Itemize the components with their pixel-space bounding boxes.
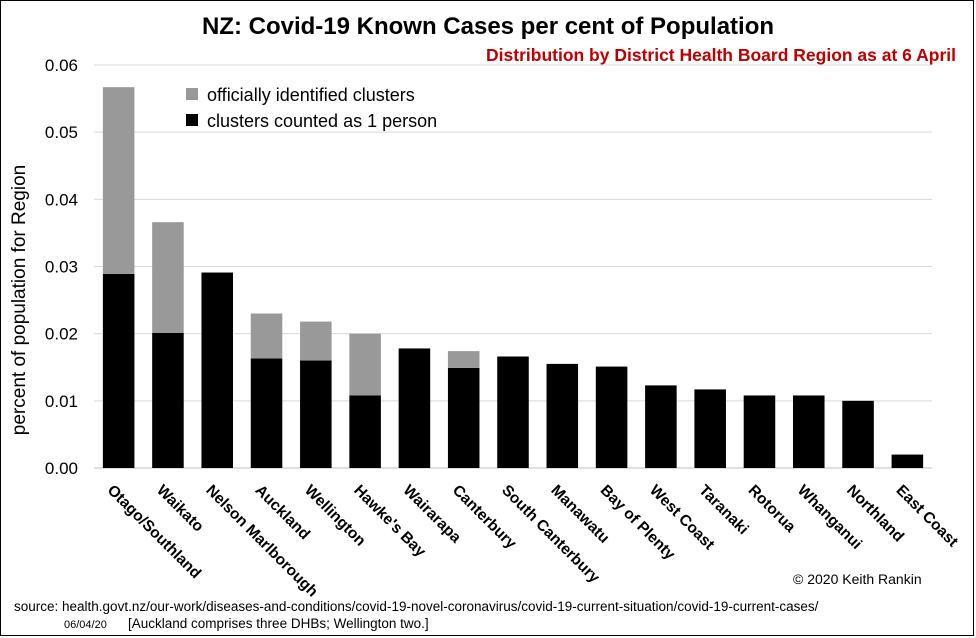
bar-segment — [447, 367, 480, 468]
bar-segment — [546, 363, 579, 468]
bar-segment — [349, 333, 381, 396]
y-tick-label: 0.02 — [45, 325, 78, 344]
bar-segment — [250, 358, 283, 468]
bar-segment — [595, 366, 628, 468]
y-tick-label: 0.05 — [45, 123, 78, 142]
category-label: Rotorua — [745, 482, 799, 536]
bar-segment — [694, 389, 726, 468]
category-label: East Coast — [893, 482, 962, 551]
legend-swatch-single — [186, 114, 198, 126]
category-label: Otago/Southland — [104, 482, 204, 582]
gridlines — [94, 64, 932, 469]
y-axis-label: percent of population for Region — [9, 165, 30, 435]
legend-swatch-clusters — [186, 88, 198, 100]
bar-segment — [842, 400, 874, 468]
chart-title: NZ: Covid-19 Known Cases per cent of Pop… — [202, 13, 774, 40]
y-tick-label: 0.00 — [45, 459, 78, 478]
legend: officially identified clusters clusters … — [186, 85, 437, 131]
bar-segment — [102, 273, 135, 468]
y-tick-label: 0.06 — [45, 56, 78, 75]
bar-segment — [102, 87, 135, 274]
copyright: © 2020 Keith Rankin — [793, 571, 922, 587]
bars — [102, 87, 924, 468]
y-tick-labels: 0.00 0.01 0.02 0.03 0.04 0.05 0.06 — [45, 56, 78, 478]
source-line: source: health.govt.nz/our-work/diseases… — [14, 599, 819, 614]
bar-segment — [300, 360, 332, 468]
date-line: 06/04/20 — [64, 619, 107, 631]
bar-segment — [792, 395, 825, 468]
bar-segment — [300, 321, 332, 361]
bar-segment — [645, 385, 677, 468]
y-tick-label: 0.01 — [45, 392, 78, 411]
legend-label-single: clusters counted as 1 person — [207, 111, 437, 131]
bar-segment — [447, 351, 480, 368]
y-tick-label: 0.04 — [45, 190, 78, 209]
note-line: [Auckland comprises three DHBs; Wellingt… — [128, 616, 429, 631]
bar-segment — [743, 395, 776, 468]
bar-segment — [201, 272, 234, 468]
bar-segment — [250, 313, 283, 359]
bar-segment — [891, 454, 924, 468]
bar-segment — [152, 222, 184, 333]
legend-label-clusters: officially identified clusters — [207, 85, 415, 105]
y-tick-label: 0.03 — [45, 258, 78, 277]
chart-subtitle: Distribution by District Health Board Re… — [486, 45, 956, 65]
bar-segment — [398, 348, 431, 468]
bar-segment — [349, 395, 381, 468]
bar-segment — [152, 332, 184, 468]
bar-segment — [497, 356, 529, 468]
